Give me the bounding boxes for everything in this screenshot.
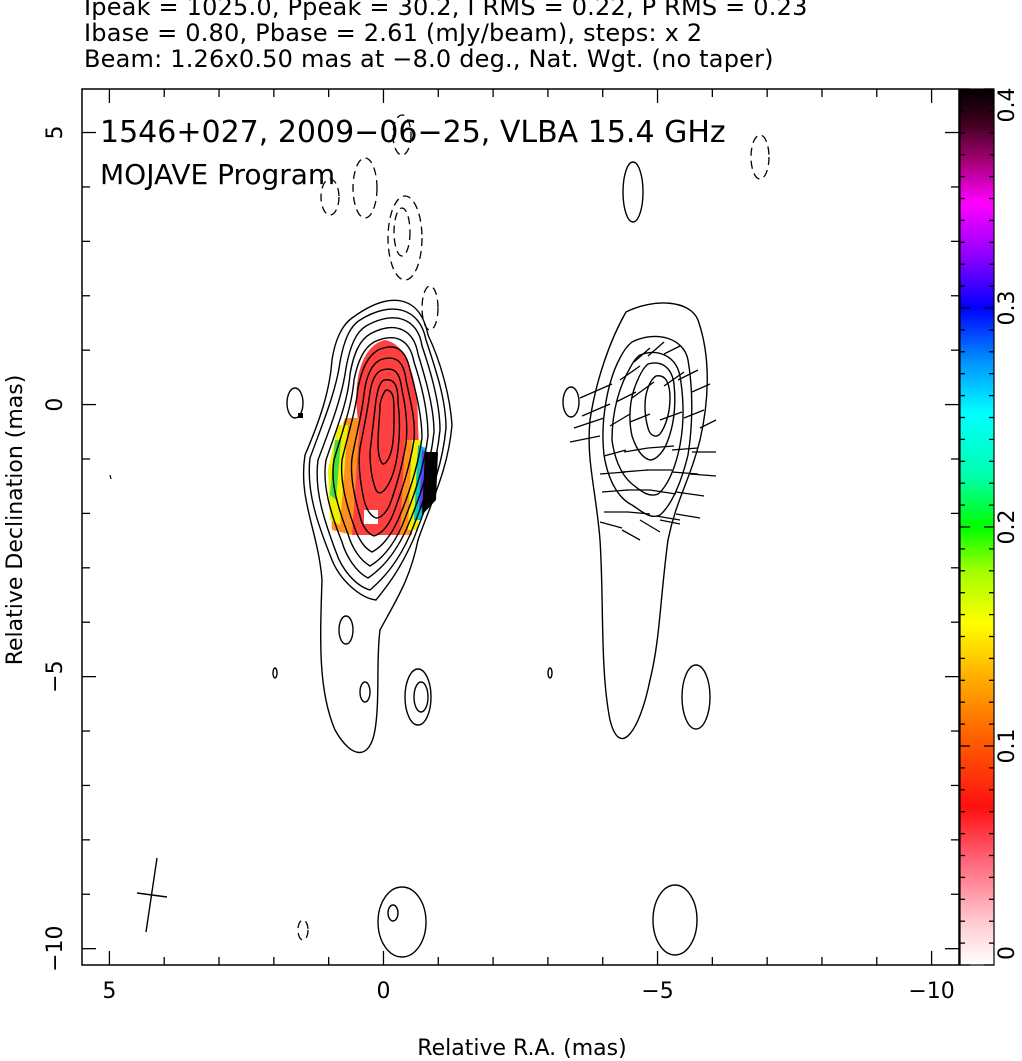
total-intensity-contours <box>272 161 711 958</box>
plot-title: 1546+027, 2009−06−25, VLBA 15.4 GHz <box>100 115 726 150</box>
x-tick-label: −10 <box>908 979 954 1004</box>
colorbar-tick-label: 0.2 <box>995 510 1020 545</box>
x-tick-label: −5 <box>641 979 673 1004</box>
y-tick-label: 0 <box>43 398 68 412</box>
y-tick-label: −5 <box>43 660 68 692</box>
header-line-beam: Beam: 1.26x0.50 mas at −8.0 deg., Nat. W… <box>84 45 774 73</box>
colorbar-tick-label: 0.3 <box>995 291 1020 326</box>
header-line-base: Ibase = 0.80, Pbase = 2.61 (mJy/beam), s… <box>84 19 703 47</box>
x-tick-label: 5 <box>102 979 116 1004</box>
polarized-intensity-contours <box>588 302 708 740</box>
plot-subtitle: MOJAVE Program <box>100 158 335 191</box>
y-tick-label: −10 <box>43 925 68 971</box>
colorbar-ticks: 0 0.1 0.2 0.3 0.4 <box>960 88 1020 966</box>
noise-marker <box>109 474 112 480</box>
x-axis-label: Relative R.A. (mas) <box>417 1036 626 1061</box>
plot-frame <box>81 88 960 966</box>
y-axis-label: Relative Declination (mas) <box>3 375 28 666</box>
x-tick-label: 0 <box>376 979 390 1004</box>
colorbar-tick-label: 0.4 <box>995 88 1020 123</box>
colorbar-tick-label: 0.1 <box>995 729 1020 764</box>
colorbar: 0 0.1 0.2 0.3 0.4 <box>959 88 1020 966</box>
plot-header: Ipeak = 1025.0, Ppeak = 30.2, I RMS = 0.… <box>84 0 1014 72</box>
negative-contours <box>297 114 770 941</box>
axis-ticks: 5 0 −5 −10 5 0 −5 −10 <box>43 89 959 1004</box>
beam-ellipse-symbol <box>136 857 168 933</box>
evpa-vectors <box>569 341 717 541</box>
map-content <box>109 114 770 958</box>
colorbar-tick-label: 0 <box>995 946 1020 960</box>
header-line-peaks: Ipeak = 1025.0, Ppeak = 30.2, I RMS = 0.… <box>84 0 808 21</box>
noise-marker <box>298 413 303 418</box>
y-tick-label: 5 <box>43 126 68 140</box>
